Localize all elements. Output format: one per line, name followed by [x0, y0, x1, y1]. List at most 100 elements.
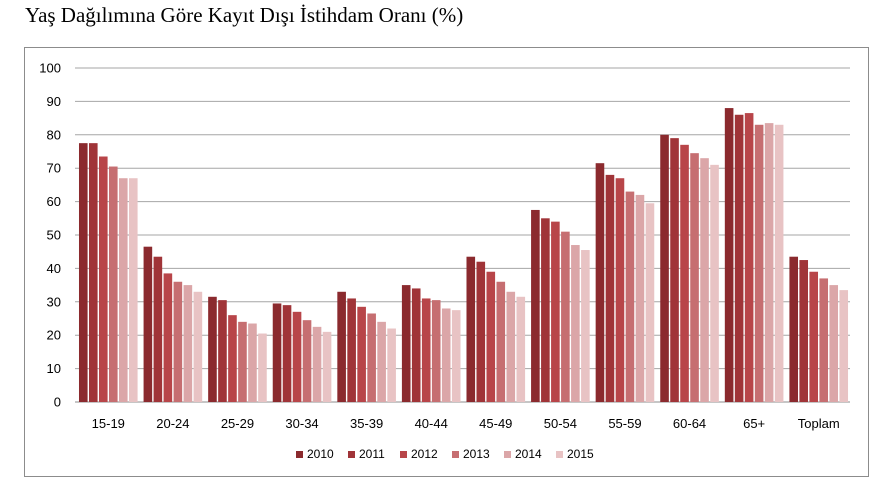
bar [208, 296, 217, 402]
bar [411, 288, 421, 402]
bar [173, 281, 183, 402]
bar [625, 191, 635, 402]
bar [143, 246, 153, 402]
y-tick-label: 50 [47, 228, 61, 243]
bar [774, 124, 784, 402]
bar [506, 291, 516, 402]
legend-label: 2012 [411, 447, 438, 461]
bar [163, 273, 173, 402]
bar [357, 306, 366, 402]
bar [451, 310, 461, 402]
bar [700, 158, 709, 402]
x-tick-label: 35-39 [350, 416, 383, 431]
bar [561, 231, 570, 402]
bar [734, 114, 744, 402]
y-tick-label: 20 [47, 328, 61, 343]
bar [466, 256, 476, 402]
bar [660, 134, 669, 403]
bar [108, 166, 118, 402]
bar [238, 321, 247, 402]
x-tick-label: 30-34 [285, 416, 318, 431]
bar [272, 303, 282, 402]
x-tick-label: 15-19 [92, 416, 125, 431]
bar [128, 178, 138, 402]
bar [670, 138, 679, 402]
x-tick-label: 60-64 [673, 416, 706, 431]
x-tick-label: Toplam [798, 416, 840, 431]
legend-swatch [348, 451, 355, 458]
legend-swatch [400, 451, 407, 458]
bar [744, 113, 754, 402]
y-tick-label: 30 [47, 294, 61, 309]
bar [690, 153, 699, 402]
bar [541, 218, 550, 402]
x-tick-label: 55-59 [608, 416, 641, 431]
bar [337, 291, 346, 402]
bar [605, 174, 615, 402]
bar [789, 256, 799, 402]
bar [635, 194, 645, 402]
bar [441, 308, 451, 402]
bar [551, 221, 560, 402]
bar [248, 323, 257, 402]
bar [153, 256, 163, 402]
bar [183, 285, 193, 402]
bar [496, 281, 506, 402]
bar [302, 320, 312, 402]
bar [78, 143, 88, 402]
y-tick-label: 80 [47, 127, 61, 142]
x-tick-label: 20-24 [156, 416, 189, 431]
bar [516, 296, 526, 402]
x-tick-label: 65+ [743, 416, 765, 431]
bar [218, 300, 227, 402]
y-tick-label: 0 [54, 395, 61, 410]
legend-label: 2011 [359, 447, 385, 461]
bar [292, 311, 302, 402]
bar [819, 278, 829, 402]
legend-label: 2013 [463, 447, 490, 461]
y-tick-label: 10 [47, 361, 61, 376]
legend-label: 2015 [567, 447, 594, 461]
legend-swatch [296, 451, 303, 458]
y-tick-label: 60 [47, 194, 61, 209]
chart-title: Yaş Dağılımına Göre Kayıt Dışı İstihdam … [25, 3, 464, 27]
y-tick-label: 90 [47, 94, 61, 109]
bar [118, 178, 128, 402]
bar [581, 250, 590, 402]
bar [193, 291, 203, 402]
bar [680, 144, 689, 402]
legend-label: 2014 [515, 447, 542, 461]
bar [710, 164, 719, 402]
bar [754, 124, 764, 402]
bar [595, 163, 605, 402]
x-tick-label: 40-44 [415, 416, 448, 431]
bar [282, 305, 292, 402]
x-tick-label: 25-29 [221, 416, 254, 431]
bar [387, 328, 396, 402]
bar [322, 331, 332, 402]
bar [258, 333, 267, 402]
x-tick-label: 45-49 [479, 416, 512, 431]
bar [615, 178, 625, 402]
legend-swatch [556, 451, 563, 458]
bar [421, 298, 431, 402]
bar [486, 271, 496, 402]
bar [98, 156, 108, 402]
y-tick-label: 70 [47, 161, 61, 176]
bar [571, 245, 580, 402]
bar [839, 290, 849, 402]
y-tick-label: 40 [47, 261, 61, 276]
bar [347, 298, 356, 402]
bar [531, 209, 540, 402]
bar [645, 203, 655, 402]
legend-label: 2010 [307, 447, 334, 461]
bar [228, 315, 237, 402]
bar [431, 300, 441, 402]
bar [401, 285, 411, 402]
bar [476, 261, 486, 402]
legend-swatch [504, 451, 511, 458]
bar [377, 321, 386, 402]
x-tick-label: 50-54 [544, 416, 577, 431]
y-tick-label: 100 [39, 61, 61, 76]
